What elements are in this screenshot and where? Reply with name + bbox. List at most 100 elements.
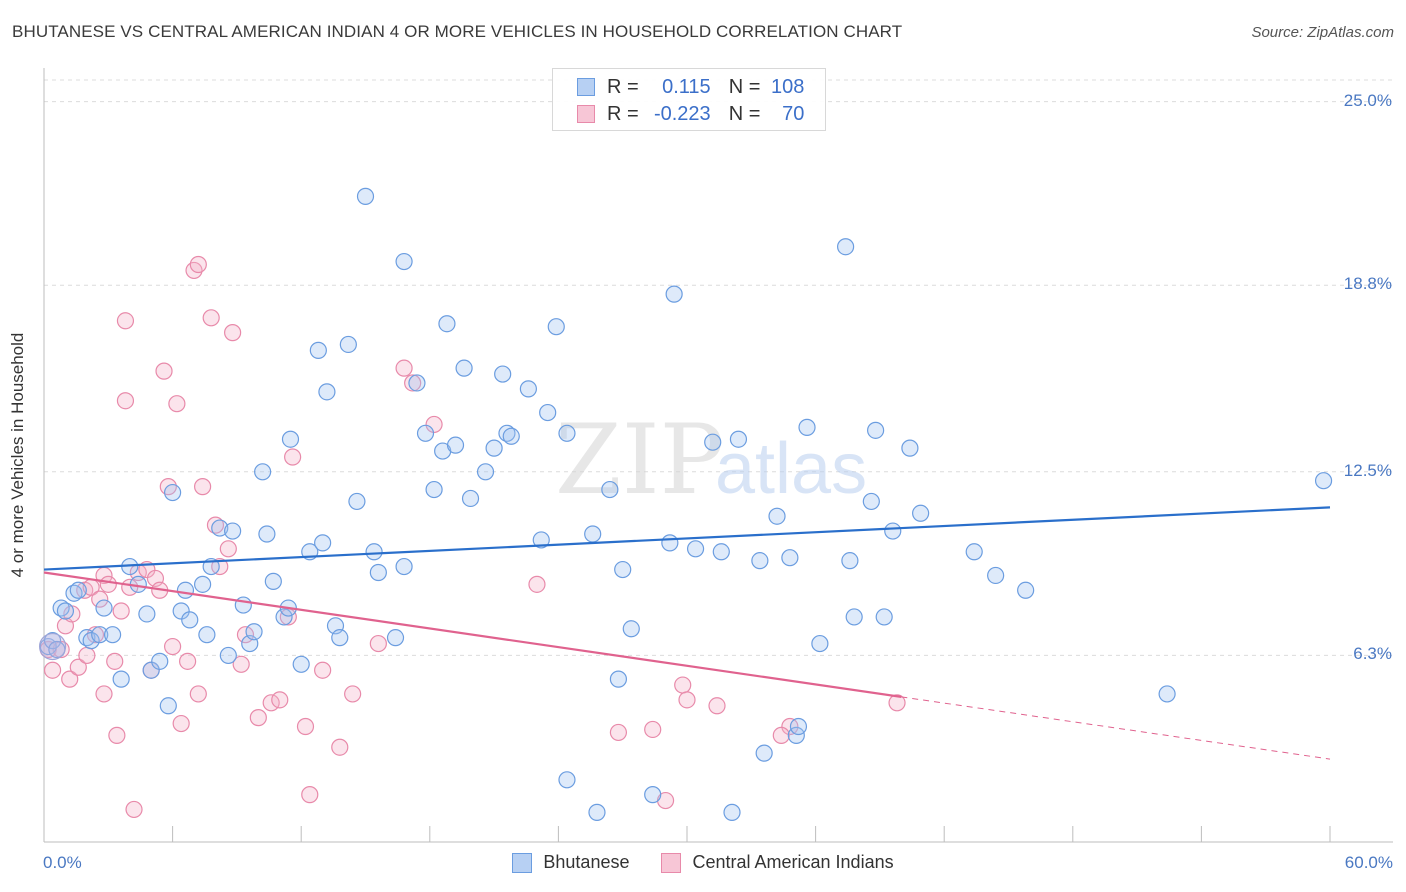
data-point-bhutanese <box>558 424 576 442</box>
data-point-bhutanese <box>198 626 216 644</box>
data-point-central-american-indians <box>91 590 109 608</box>
data-point-bhutanese <box>395 252 413 271</box>
data-point-central-american-indians <box>189 255 207 274</box>
data-point-bhutanese <box>644 786 662 804</box>
data-point-bhutanese <box>91 626 109 644</box>
data-point-bhutanese <box>181 611 199 629</box>
data-point-bhutanese <box>884 522 902 540</box>
data-point-central-american-indians <box>404 374 422 392</box>
data-point-bhutanese <box>95 599 113 617</box>
data-point-bhutanese <box>987 566 1005 585</box>
data-point-central-american-indians <box>116 312 135 330</box>
data-point-central-american-indians <box>61 670 79 688</box>
data-point-central-american-indians <box>179 652 197 670</box>
legend-label-central-american-indians: Central American Indians <box>692 852 894 872</box>
data-point-bhutanese <box>811 634 829 653</box>
data-point-bhutanese <box>103 626 122 644</box>
x-tick-label-min: 0.0% <box>43 853 82 872</box>
data-point-central-american-indians <box>106 652 124 670</box>
data-point-central-american-indians <box>95 685 113 703</box>
data-point-bhutanese <box>901 439 919 457</box>
data-point-central-american-indians <box>69 658 87 676</box>
grid-lines <box>44 79 1393 656</box>
data-point-bhutanese <box>502 427 520 445</box>
data-point-bhutanese <box>43 632 62 650</box>
data-point-central-american-indians <box>164 637 182 656</box>
y-tick-label: 25.0% <box>1343 90 1392 110</box>
data-point-central-american-indians <box>296 717 315 736</box>
data-point-bhutanese <box>142 661 160 679</box>
legend-r-label: R = <box>607 102 639 125</box>
data-point-central-american-indians <box>99 575 117 593</box>
data-point-central-american-indians <box>125 800 143 819</box>
data-point-bhutanese <box>331 629 349 647</box>
data-point-bhutanese <box>1017 581 1035 599</box>
data-point-central-american-indians <box>301 786 319 804</box>
legend-r-value: 0.115 <box>662 75 711 98</box>
data-point-bhutanese <box>912 504 930 522</box>
data-point-bhutanese <box>862 492 880 511</box>
data-point-central-american-indians <box>369 634 387 653</box>
data-point-cluster <box>38 632 67 661</box>
data-point-central-american-indians <box>644 720 662 739</box>
data-point-bhutanese <box>1158 685 1176 703</box>
data-point-bhutanese <box>275 608 293 626</box>
data-point-bhutanese <box>176 581 195 599</box>
data-point-bhutanese <box>386 629 405 647</box>
data-point-bhutanese <box>519 380 537 398</box>
data-point-bhutanese <box>837 238 855 256</box>
data-point-bhutanese <box>356 187 375 205</box>
data-point-bhutanese <box>965 543 983 561</box>
trend-line-central-american-indians <box>43 571 902 698</box>
data-point-bhutanese <box>365 543 383 561</box>
data-point-bhutanese <box>798 418 816 436</box>
data-point-central-american-indians <box>219 540 237 558</box>
legend-label-bhutanese: Bhutanese <box>543 852 630 872</box>
data-point-bhutanese <box>485 439 503 457</box>
data-point-bhutanese <box>665 285 683 303</box>
legend-n-value: 108 <box>771 75 805 98</box>
y-tick-label: 18.8% <box>1343 274 1392 294</box>
data-point-bhutanese <box>588 803 606 821</box>
data-point-central-american-indians <box>425 415 443 434</box>
data-point-bhutanese <box>532 531 550 549</box>
legend-n-label: N = <box>728 75 761 98</box>
x-tick-label-max: 60.0% <box>1344 853 1393 872</box>
data-point-central-american-indians <box>43 661 62 679</box>
data-point-bhutanese <box>601 480 619 499</box>
data-point-bhutanese <box>547 318 565 336</box>
y-tick-label: 12.5% <box>1343 460 1392 480</box>
data-point-bhutanese <box>729 430 748 448</box>
data-point-bhutanese <box>292 655 310 673</box>
data-point-bhutanese <box>219 646 237 665</box>
data-point-bhutanese <box>82 632 100 650</box>
data-point-bhutanese <box>234 596 252 614</box>
legend-item-bhutanese: Bhutanese <box>512 852 629 873</box>
data-point-bhutanese <box>112 670 130 688</box>
data-point-central-american-indians <box>678 691 696 709</box>
data-point-central-american-indians <box>708 697 726 715</box>
data-point-bhutanese <box>395 557 413 576</box>
legend-n-label: N = <box>728 102 761 125</box>
data-point-central-american-indians <box>249 709 267 727</box>
data-point-bhutanese <box>723 803 741 821</box>
data-point-central-american-indians <box>224 324 242 342</box>
data-point-central-american-indians <box>528 575 546 593</box>
data-point-bhutanese <box>438 315 456 333</box>
data-point-bhutanese <box>494 365 512 383</box>
y-axis-label: 4 or more Vehicles in Household <box>8 332 27 578</box>
data-point-bhutanese <box>264 572 282 590</box>
legend-swatch-pink <box>577 105 595 123</box>
series-central-american-indians <box>39 255 906 819</box>
trend-lines <box>43 506 1331 760</box>
trend-line-bhutanese <box>43 506 1331 571</box>
data-point-bhutanese <box>408 374 426 392</box>
data-point-bhutanese <box>841 552 859 570</box>
data-point-bhutanese <box>224 522 242 540</box>
data-point-bhutanese <box>348 492 366 511</box>
axes <box>43 68 1393 843</box>
data-point-bhutanese <box>172 602 190 620</box>
data-point-central-american-indians <box>314 661 332 679</box>
data-point-bhutanese <box>875 608 893 626</box>
